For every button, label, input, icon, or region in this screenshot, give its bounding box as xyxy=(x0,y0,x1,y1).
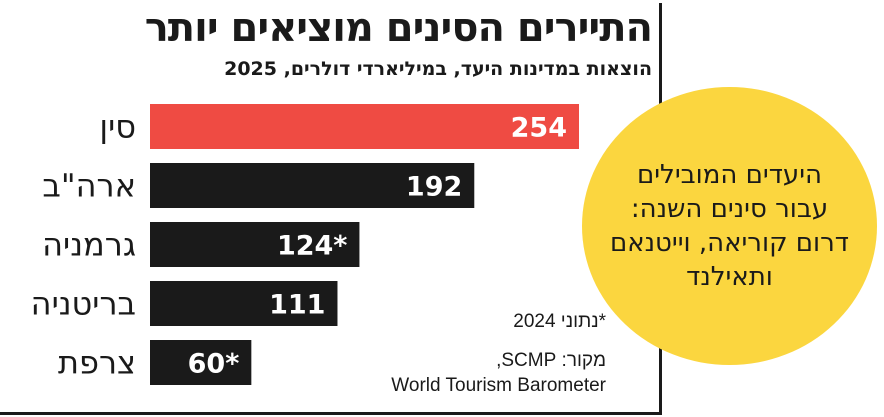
bar xyxy=(150,222,360,267)
category-label: ארה"ב xyxy=(42,167,136,205)
bar xyxy=(150,281,338,326)
category-label: גרמניה xyxy=(42,226,136,264)
category-label: בריטניה xyxy=(31,285,136,323)
source-credit: מקור: SCMP, World Tourism Barometer xyxy=(391,348,606,398)
footnote: *נתוני 2024 xyxy=(513,311,606,332)
data-label: 60* xyxy=(188,349,240,380)
bar xyxy=(150,163,475,208)
source-line: מקור: SCMP, xyxy=(496,350,606,371)
frame-bottom-border xyxy=(0,412,662,415)
callout-bubble: היעדים המובילים עבור סינים השנה: דרום קו… xyxy=(582,87,877,365)
data-label: 192 xyxy=(406,172,462,203)
chart-subtitle: הוצאות במדינות היעד, במיליארדי דולרים, 2… xyxy=(224,58,652,80)
category-label: צרפת xyxy=(58,344,136,382)
category-label: סין xyxy=(99,108,136,146)
bar xyxy=(150,104,579,149)
callout-text: היעדים המובילים עבור סינים השנה: דרום קו… xyxy=(609,160,849,292)
chart-title: התיירים הסינים מוציאים יותר xyxy=(144,5,653,51)
source-line: World Tourism Barometer xyxy=(391,375,606,396)
data-label: 254 xyxy=(511,113,567,144)
data-label: 124* xyxy=(277,231,347,262)
data-label: 111 xyxy=(269,290,325,321)
bar xyxy=(150,340,252,385)
